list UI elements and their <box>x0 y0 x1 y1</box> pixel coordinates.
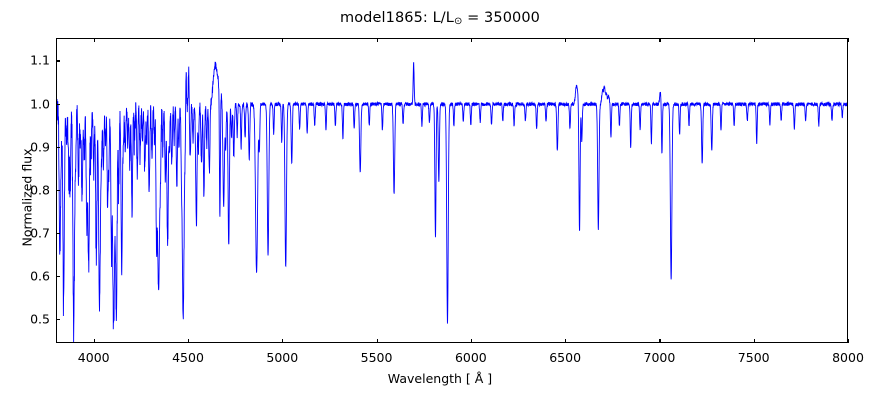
y-tick-label: 1.1 <box>30 52 50 68</box>
x-tick-mark <box>848 38 850 42</box>
x-tick-mark <box>93 339 95 343</box>
x-tick-label: 7500 <box>737 350 770 365</box>
y-tick-label: 0.9 <box>30 139 50 155</box>
x-tick-mark <box>470 339 473 343</box>
page-title: model1865: L/L⊙ = 350000 <box>0 10 880 27</box>
x-tick-label: 6500 <box>549 350 582 365</box>
x-tick-label: 8000 <box>832 350 864 365</box>
x-tick-mark <box>565 339 567 343</box>
y-tick-mark <box>56 319 60 321</box>
y-tick-mark <box>56 276 60 278</box>
x-tick-label: 7000 <box>643 350 676 365</box>
spectrum-line-series <box>57 39 847 342</box>
x-tick-label: 4500 <box>172 350 204 365</box>
x-tick-mark <box>565 38 567 42</box>
plot-area <box>56 38 848 343</box>
x-tick-mark <box>93 38 95 42</box>
y-tick-label: 1.0 <box>30 96 50 112</box>
y-tick-label: 0.5 <box>30 311 50 327</box>
y-axis-label: Normalized flux <box>19 148 35 247</box>
y-tick-mark <box>56 146 60 148</box>
y-tick-label: 0.7 <box>30 225 50 241</box>
x-tick-label: 5000 <box>266 350 299 365</box>
x-tick-label: 4000 <box>77 350 110 365</box>
x-tick-mark <box>753 339 755 343</box>
x-tick-label: 6000 <box>454 350 487 365</box>
x-tick-mark <box>282 38 284 42</box>
title-main-text: model1865: L/L <box>339 10 454 26</box>
x-tick-label: 5500 <box>360 350 393 365</box>
x-tick-mark <box>188 339 190 343</box>
solar-symbol-subscript: ⊙ <box>453 16 463 28</box>
x-tick-mark <box>659 38 661 42</box>
y-tick-label: 0.8 <box>30 182 50 198</box>
x-tick-mark <box>753 38 755 42</box>
x-axis-label: Wavelength [ Å ] <box>387 371 493 386</box>
x-tick-mark <box>188 38 190 42</box>
y-tick-mark <box>56 189 60 192</box>
x-tick-mark <box>282 339 284 343</box>
x-tick-mark <box>659 339 661 343</box>
y-tick-mark <box>56 103 60 105</box>
y-tick-label: 0.6 <box>30 268 50 284</box>
x-tick-mark <box>470 38 473 42</box>
x-tick-mark <box>376 38 378 42</box>
y-tick-mark <box>56 60 60 62</box>
y-tick-mark <box>56 232 60 235</box>
title-tail-text: = 350000 <box>462 10 540 26</box>
x-tick-mark <box>376 339 378 343</box>
x-tick-mark <box>848 339 850 343</box>
